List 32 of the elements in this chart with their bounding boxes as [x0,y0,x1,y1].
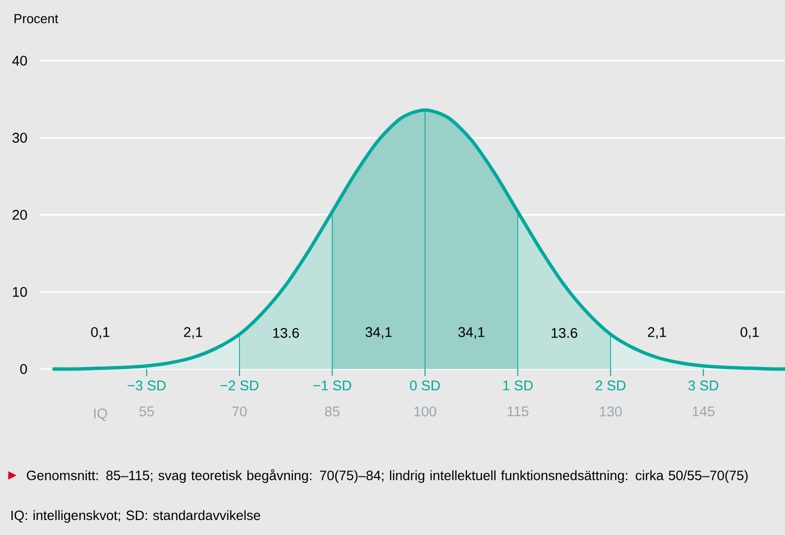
y-tick-label: 0 [20,364,27,374]
text: Genomsnitt: 85–115; svag teoretisk begåvning: 70(75)–84; lindrig intellektuell funktionsnedsättning: cirka 50/55–70(75) [26,469,748,483]
x-tick-label: −2 SD [220,380,258,390]
x2-tick-label: 130 [600,406,622,416]
annotation: 13.6 [552,328,578,338]
x2-axis-title: IQ [94,408,108,421]
x2-tick-label: 55 [139,406,154,416]
x-tick-label: 0 SD [410,380,440,390]
annotation: 2,1 [184,327,202,339]
annotation: 0,1 [91,327,110,339]
y-tick-label: 10 [12,286,27,297]
annotation: 34,1 [458,327,484,339]
y-axis-title: Procent [14,14,58,24]
x-tick-label: 2 SD [596,380,626,390]
x-tick-label: −1 SD [313,380,352,390]
x2-tick-label: 145 [692,406,714,416]
annotation: 2,1 [648,327,666,339]
x2-tick-label: 85 [325,406,340,416]
x-tick-label: 1 SD [503,380,533,390]
y-tick-label: 30 [12,132,27,143]
x2-tick-label: 100 [414,406,436,416]
text: ▶ [8,471,17,480]
x2-tick-label: 115 [508,406,528,416]
y-tick-label: 20 [12,210,27,220]
annotation: 34,1 [366,327,392,339]
x-tick-label: 3 SD [688,380,718,390]
annotation: 13.6 [273,328,299,338]
y-tick-label: 40 [12,56,27,66]
text: IQ: intelligenskvot; SD: standardavvikelse [11,510,260,523]
x-tick-label: −3 SD [128,380,166,390]
x2-tick-label: 70 [232,406,247,416]
annotation: 0,1 [740,327,759,339]
